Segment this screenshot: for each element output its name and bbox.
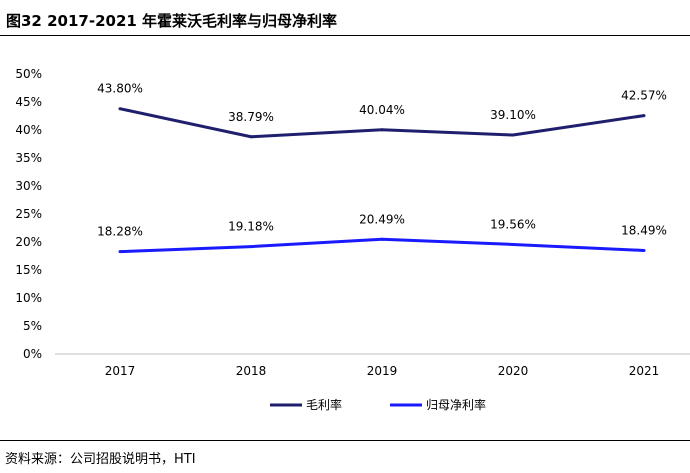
x-tick-label: 2018 xyxy=(236,364,267,378)
figure-title: 图32 2017-2021 年霍莱沃毛利率与归母净利率 xyxy=(6,12,338,30)
legend-label: 毛利率 xyxy=(306,397,342,412)
data-label: 38.79% xyxy=(228,110,274,124)
data-label: 39.10% xyxy=(490,108,536,122)
x-tick-label: 2020 xyxy=(498,364,529,378)
data-point xyxy=(511,242,515,246)
title-bar: 图32 2017-2021 年霍莱沃毛利率与归母净利率 xyxy=(0,0,690,36)
y-tick-label: 30% xyxy=(15,179,42,193)
line-chart: 0% 5% 10% 15% 20% 25% 30% 35% 40% 45% 50% 2017 2018… xyxy=(15,67,690,412)
data-point xyxy=(249,135,253,139)
legend-label: 归母净利率 xyxy=(426,397,486,412)
data-point xyxy=(380,237,384,241)
data-label: 19.18% xyxy=(228,220,274,234)
x-axis-ticks: 2017 2018 2019 2020 2021 xyxy=(105,364,660,378)
data-label: 43.80% xyxy=(97,82,143,96)
y-tick-label: 45% xyxy=(15,95,42,109)
data-point xyxy=(380,128,384,132)
y-tick-label: 5% xyxy=(23,319,42,333)
y-tick-label: 15% xyxy=(15,263,42,277)
x-tick-label: 2019 xyxy=(367,364,398,378)
legend: 毛利率 归母净利率 xyxy=(270,397,486,412)
footer-divider xyxy=(0,440,690,441)
data-label: 19.56% xyxy=(490,217,536,231)
y-tick-label: 40% xyxy=(15,123,42,137)
x-tick-label: 2021 xyxy=(629,364,660,378)
data-point xyxy=(118,107,122,111)
data-point xyxy=(642,248,646,252)
data-label: 18.28% xyxy=(97,225,143,239)
series-line-net-margin xyxy=(119,237,645,254)
data-point xyxy=(642,114,646,118)
data-label: 18.49% xyxy=(621,223,667,237)
y-axis-ticks: 0% 5% 10% 15% 20% 25% 30% 35% 40% 45% 50% xyxy=(15,67,42,361)
data-point xyxy=(511,133,515,137)
y-tick-label: 35% xyxy=(15,151,42,165)
source-note: 资料来源：公司招股说明书，HTI xyxy=(5,452,196,467)
x-tick-label: 2017 xyxy=(105,364,136,378)
data-label: 40.04% xyxy=(359,103,405,117)
y-tick-label: 50% xyxy=(15,67,42,81)
data-label: 42.57% xyxy=(621,89,667,103)
data-label: 20.49% xyxy=(359,212,405,226)
data-point xyxy=(118,250,122,254)
data-point xyxy=(249,245,253,249)
series-group: 43.80% 38.79% 40.04% 39.10% 42.57% 18.28% 19.1… xyxy=(97,82,667,254)
y-tick-label: 25% xyxy=(15,207,42,221)
y-tick-label: 10% xyxy=(15,291,42,305)
y-tick-label: 20% xyxy=(15,235,42,249)
y-tick-label: 0% xyxy=(23,347,42,361)
